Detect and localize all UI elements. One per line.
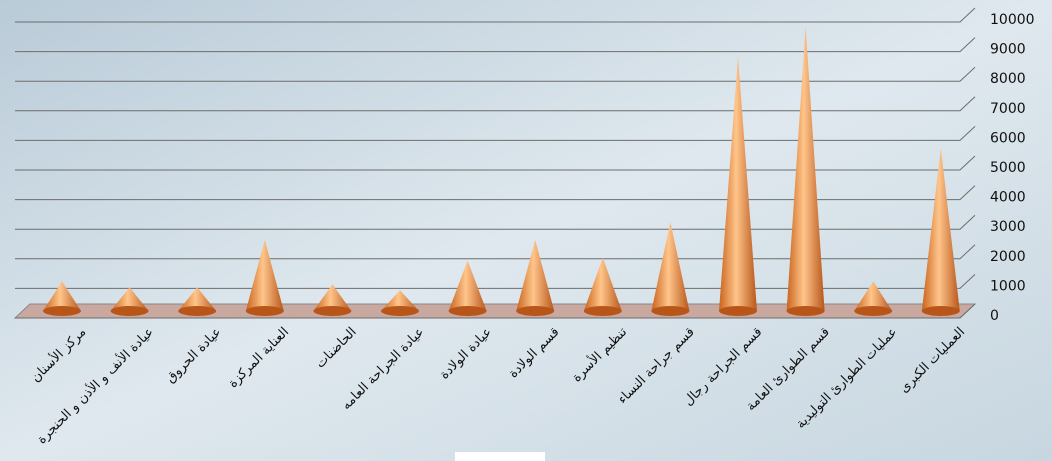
cone <box>921 148 960 311</box>
grid-line <box>15 96 976 112</box>
y-tick-label: 9000 <box>990 42 1026 58</box>
cone <box>43 281 81 311</box>
cone <box>110 287 149 311</box>
grid-line <box>15 126 976 141</box>
cone-base <box>448 306 487 316</box>
grid-line <box>15 214 976 230</box>
grid-line <box>15 7 976 23</box>
cone-base <box>313 306 352 316</box>
cone-base <box>719 306 757 316</box>
y-tick-label: 3000 <box>990 219 1026 235</box>
cone-base <box>245 306 284 316</box>
y-tick-label: 1000 <box>990 278 1026 294</box>
y-tick-label: 0 <box>990 308 999 324</box>
y-tick-label: 5000 <box>990 160 1026 176</box>
cone-base <box>786 306 825 316</box>
cone-base <box>381 306 419 316</box>
grid-line <box>15 303 976 319</box>
cone <box>245 239 284 311</box>
grid-line <box>15 66 976 82</box>
cone-base <box>178 306 217 316</box>
grid-line <box>15 185 976 201</box>
y-tick-label: 6000 <box>990 130 1026 146</box>
cone <box>178 287 217 311</box>
cone <box>786 26 825 312</box>
cone <box>719 56 757 311</box>
cone-base <box>110 306 149 316</box>
y-tick-label: 10000 <box>990 12 1035 28</box>
grid-line <box>15 244 976 260</box>
y-tick-label: 4000 <box>990 190 1026 206</box>
grid-line <box>15 37 976 53</box>
cone-base <box>43 306 81 316</box>
cone <box>448 260 487 311</box>
cone-base <box>921 306 960 316</box>
cone <box>516 239 555 311</box>
cone <box>583 257 622 311</box>
cone-base <box>651 306 690 316</box>
cone <box>313 284 352 311</box>
cone <box>651 222 690 311</box>
cone-base <box>516 306 555 316</box>
cone-base <box>854 306 893 316</box>
tab <box>455 452 545 461</box>
y-tick-label: 2000 <box>990 249 1026 265</box>
y-tick-label: 7000 <box>990 101 1026 117</box>
cone <box>854 281 893 311</box>
y-tick-label: 8000 <box>990 71 1026 87</box>
grid-line <box>15 155 976 171</box>
floor <box>13 303 977 319</box>
cone <box>381 290 419 311</box>
cone-base <box>583 306 622 316</box>
